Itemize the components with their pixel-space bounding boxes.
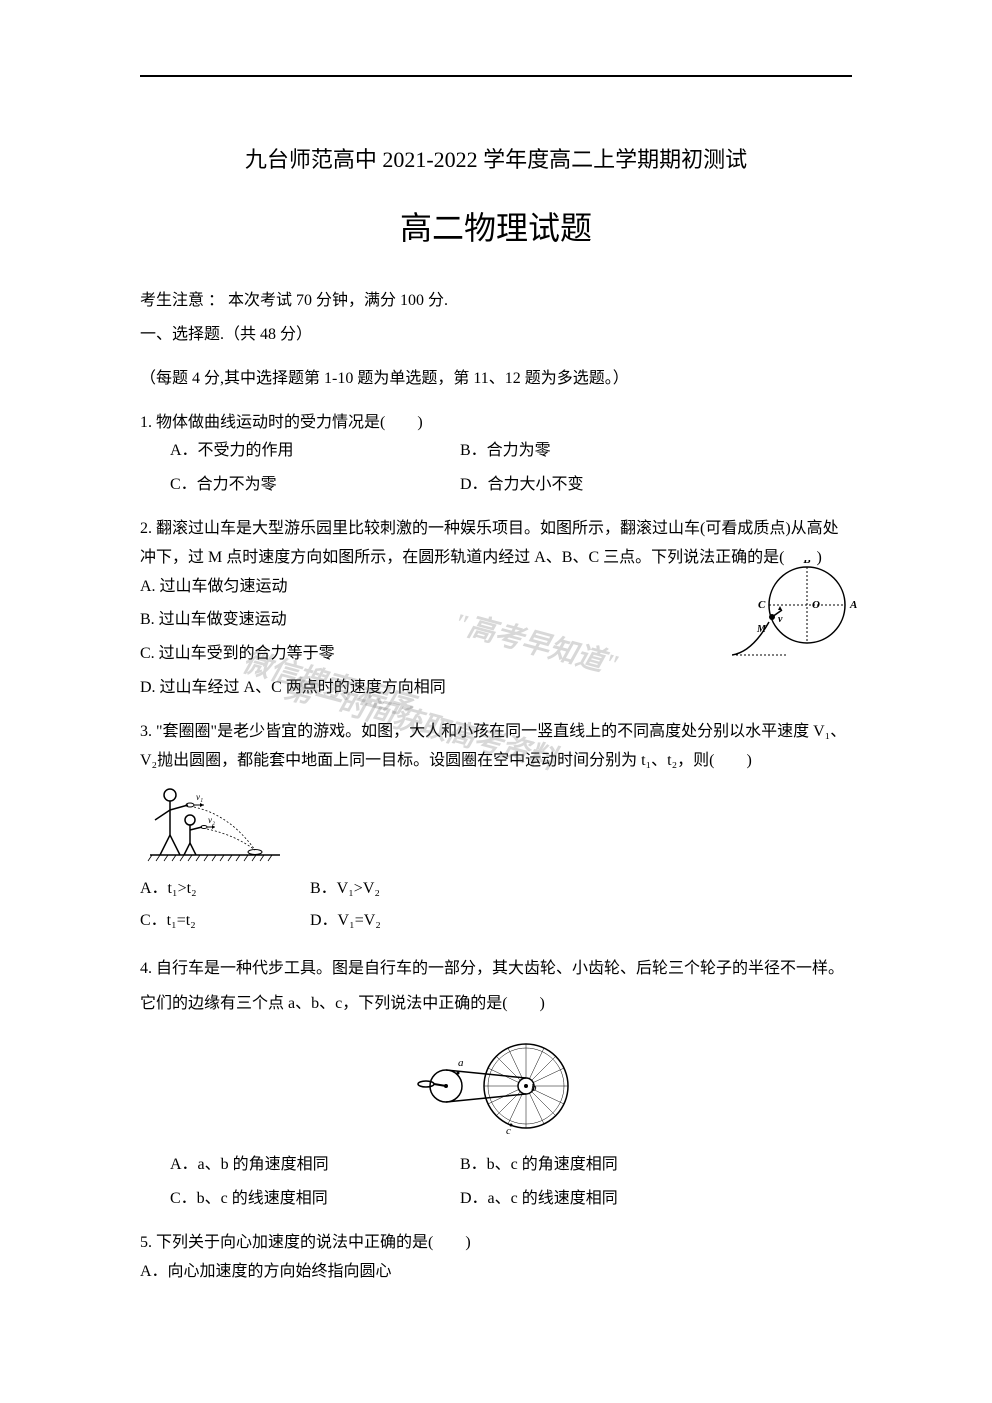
- question-1-option-c: C．合力不为零: [170, 471, 460, 500]
- question-1-option-d: D．合力大小不变: [460, 471, 852, 500]
- ring-toss-diagram-icon: v₁ v₂: [140, 785, 290, 865]
- question-3-stem: 3. "套圈圈"是老少皆宜的游戏。如图，大人和小孩在同一竖直线上的不同高度处分别…: [140, 718, 852, 776]
- roller-coaster-diagram-icon: B A C O v M: [732, 560, 862, 660]
- section-1-header: 一、选择题.（共 48 分）: [140, 321, 852, 350]
- section-1-instruction: （每题 4 分,其中选择题第 1-10 题为单选题，第 11、12 题为多选题。…: [140, 365, 852, 394]
- svg-text:O: O: [812, 599, 820, 611]
- question-4-options-row-2: C．b、c 的线速度相同 D．a、c 的线速度相同: [140, 1185, 852, 1214]
- svg-text:A: A: [849, 599, 857, 611]
- question-3-option-c: C．t₁=t₂: [140, 907, 310, 936]
- question-4-option-b: B．b、c 的角速度相同: [460, 1151, 852, 1180]
- question-3-option-a: A．t₁>t₂: [140, 875, 310, 904]
- question-4-stem: 4. 自行车是一种代步工具。图是自行车的一部分，其大齿轮、小齿轮、后轮三个轮子的…: [140, 951, 852, 1021]
- bicycle-gear-diagram-icon: a b c: [396, 1036, 596, 1136]
- question-3-options-row-2: C．t₁=t₂ D．V₁=V₂: [140, 907, 852, 936]
- question-5-option-a: A．向心加速度的方向始终指向圆心: [140, 1258, 852, 1287]
- svg-text:C: C: [758, 599, 766, 611]
- svg-text:a: a: [458, 1057, 464, 1069]
- question-4-options-row-1: A．a、b 的角速度相同 B．b、c 的角速度相同: [140, 1151, 852, 1180]
- question-1-options-row-2: C．合力不为零 D．合力大小不变: [140, 471, 852, 500]
- question-3: 3. "套圈圈"是老少皆宜的游戏。如图，大人和小孩在同一竖直线上的不同高度处分别…: [140, 718, 852, 936]
- question-4-figure: a b c: [140, 1036, 852, 1136]
- question-2-option-d: D. 过山车经过 A、C 两点时的速度方向相同: [140, 674, 852, 703]
- question-2: 2. 翻滚过山车是大型游乐园里比较刺激的一种娱乐项目。如图所示，翻滚过山车(可看…: [140, 515, 852, 703]
- svg-text:B: B: [802, 560, 810, 566]
- question-3-figure: v₁ v₂: [140, 785, 290, 865]
- svg-text:v₁: v₁: [196, 792, 203, 802]
- question-4-option-a: A．a、b 的角速度相同: [170, 1151, 460, 1180]
- svg-text:v₂: v₂: [208, 815, 215, 825]
- exam-subject-title: 高二物理试题: [140, 200, 852, 258]
- top-border-line: [140, 75, 852, 77]
- svg-text:v: v: [778, 614, 783, 625]
- question-3-option-b: B．V₁>V₂: [310, 875, 480, 904]
- question-1-option-a: A．不受力的作用: [170, 437, 460, 466]
- svg-text:c: c: [506, 1125, 511, 1136]
- question-4-option-d: D．a、c 的线速度相同: [460, 1185, 852, 1214]
- question-1-options-row-1: A．不受力的作用 B．合力为零: [140, 437, 852, 466]
- question-4-option-c: C．b、c 的线速度相同: [170, 1185, 460, 1214]
- question-2-figure: B A C O v M: [732, 560, 862, 660]
- question-1: 1. 物体做曲线运动时的受力情况是( ) A．不受力的作用 B．合力为零 C．合…: [140, 409, 852, 500]
- question-4: 4. 自行车是一种代步工具。图是自行车的一部分，其大齿轮、小齿轮、后轮三个轮子的…: [140, 951, 852, 1214]
- question-1-option-b: B．合力为零: [460, 437, 852, 466]
- svg-text:b: b: [531, 1082, 537, 1094]
- exam-notice: 考生注意 ： 本次考试 70 分钟，满分 100 分.: [140, 287, 852, 316]
- question-1-stem: 1. 物体做曲线运动时的受力情况是( ): [140, 409, 852, 438]
- exam-school-title: 九台师范高中 2021-2022 学年度高二上学期期初测试: [140, 140, 852, 180]
- question-5: 5. 下列关于向心加速度的说法中正确的是( ) A．向心加速度的方向始终指向圆心: [140, 1229, 852, 1287]
- question-3-options-row-1: A．t₁>t₂ B．V₁>V₂: [140, 875, 852, 904]
- question-3-option-d: D．V₁=V₂: [310, 907, 480, 936]
- question-5-stem: 5. 下列关于向心加速度的说法中正确的是( ): [140, 1229, 852, 1258]
- svg-text:M: M: [756, 624, 767, 635]
